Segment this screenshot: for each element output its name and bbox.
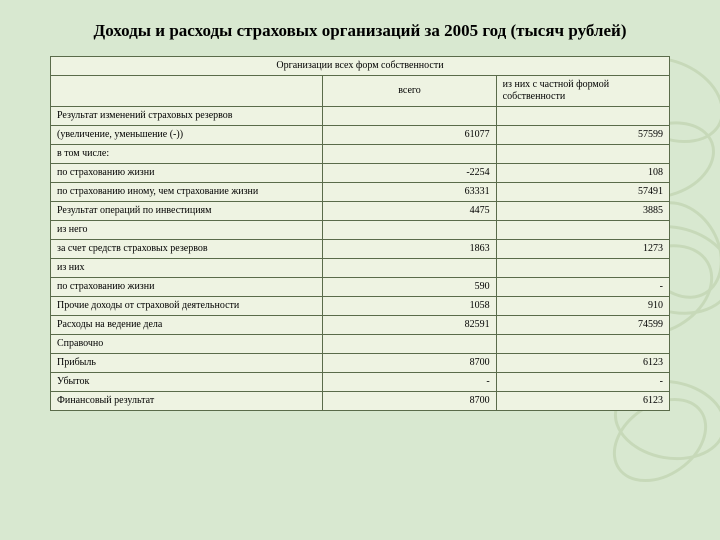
table-row: по страхованию иному, чем страхование жи… xyxy=(51,183,670,202)
row-value-total xyxy=(323,259,496,278)
table-row: в том числе: xyxy=(51,145,670,164)
row-label: Расходы на ведение дела xyxy=(51,316,323,335)
row-label: в том числе: xyxy=(51,145,323,164)
row-value-total xyxy=(323,221,496,240)
row-value-total: 8700 xyxy=(323,392,496,411)
row-label: Результат изменений страховых резервов xyxy=(51,107,323,126)
table-header-blank xyxy=(51,76,323,107)
row-label: из него xyxy=(51,221,323,240)
table-row: из них xyxy=(51,259,670,278)
table-row: Убыток-- xyxy=(51,373,670,392)
table-row: по страхованию жизни-2254108 xyxy=(51,164,670,183)
row-value-private xyxy=(496,221,669,240)
row-value-total xyxy=(323,145,496,164)
row-value-private xyxy=(496,145,669,164)
table-row: по страхованию жизни590- xyxy=(51,278,670,297)
table-row: за счет средств страховых резервов186312… xyxy=(51,240,670,259)
table-row: Результат изменений страховых резервов xyxy=(51,107,670,126)
table-header-col1: всего xyxy=(323,76,496,107)
row-value-private: 6123 xyxy=(496,354,669,373)
row-value-total: -2254 xyxy=(323,164,496,183)
table-row: (увеличение, уменьшение (-))6107757599 xyxy=(51,126,670,145)
table-row: Справочно xyxy=(51,335,670,354)
row-value-total xyxy=(323,335,496,354)
data-table: Организации всех форм собственности всег… xyxy=(50,56,670,411)
row-value-total: 1058 xyxy=(323,297,496,316)
row-value-private: 1273 xyxy=(496,240,669,259)
row-value-private: - xyxy=(496,373,669,392)
row-value-total: 590 xyxy=(323,278,496,297)
table-row: Результат операций по инвестициям4475388… xyxy=(51,202,670,221)
row-value-total: 82591 xyxy=(323,316,496,335)
row-label: Убыток xyxy=(51,373,323,392)
row-label: по страхованию жизни xyxy=(51,278,323,297)
row-label: Финансовый результат xyxy=(51,392,323,411)
page-title: Доходы и расходы страховых организаций з… xyxy=(50,20,670,42)
row-label: (увеличение, уменьшение (-)) xyxy=(51,126,323,145)
row-value-private: 74599 xyxy=(496,316,669,335)
row-value-total: 4475 xyxy=(323,202,496,221)
row-label: за счет средств страховых резервов xyxy=(51,240,323,259)
table-row: Прибыль87006123 xyxy=(51,354,670,373)
row-value-total: 63331 xyxy=(323,183,496,202)
table-row: Финансовый результат87006123 xyxy=(51,392,670,411)
row-value-private: 108 xyxy=(496,164,669,183)
row-value-private: 6123 xyxy=(496,392,669,411)
table-row: Расходы на ведение дела8259174599 xyxy=(51,316,670,335)
table-row: Прочие доходы от страховой деятельности1… xyxy=(51,297,670,316)
row-label: Прибыль xyxy=(51,354,323,373)
row-value-private: - xyxy=(496,278,669,297)
table-header-top: Организации всех форм собственности xyxy=(51,57,670,76)
row-value-private xyxy=(496,107,669,126)
row-value-total xyxy=(323,107,496,126)
row-value-private xyxy=(496,259,669,278)
row-label: из них xyxy=(51,259,323,278)
row-label: Результат операций по инвестициям xyxy=(51,202,323,221)
row-label: по страхованию иному, чем страхование жи… xyxy=(51,183,323,202)
row-label: по страхованию жизни xyxy=(51,164,323,183)
row-value-private: 910 xyxy=(496,297,669,316)
row-value-private: 57491 xyxy=(496,183,669,202)
row-value-total: 1863 xyxy=(323,240,496,259)
row-value-total: 8700 xyxy=(323,354,496,373)
table-row: из него xyxy=(51,221,670,240)
row-value-total: 61077 xyxy=(323,126,496,145)
row-value-total: - xyxy=(323,373,496,392)
row-value-private xyxy=(496,335,669,354)
row-label: Справочно xyxy=(51,335,323,354)
row-label: Прочие доходы от страховой деятельности xyxy=(51,297,323,316)
row-value-private: 57599 xyxy=(496,126,669,145)
row-value-private: 3885 xyxy=(496,202,669,221)
table-header-col2: из них с частной формой собственности xyxy=(496,76,669,107)
